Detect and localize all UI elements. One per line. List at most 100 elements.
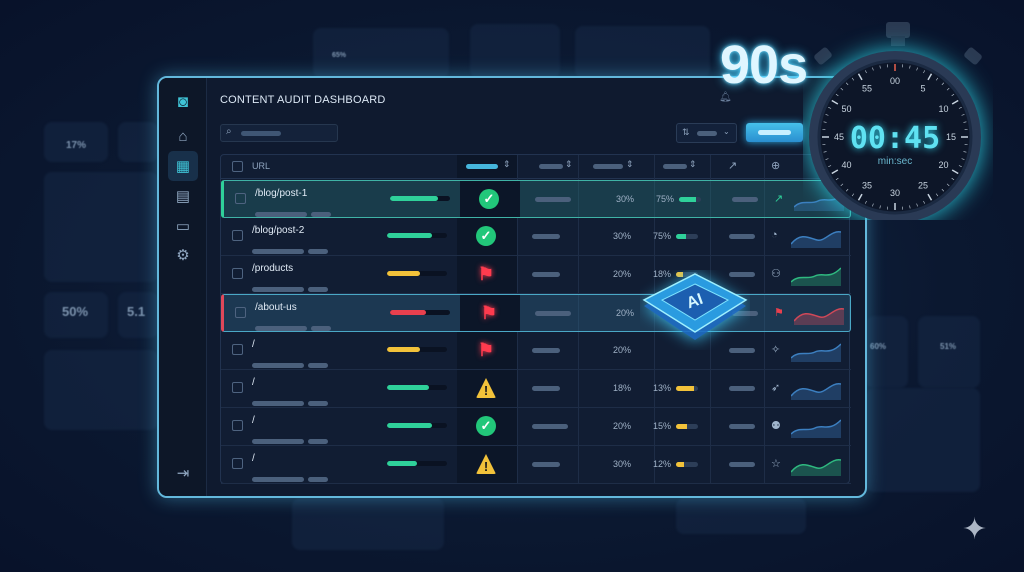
document-icon[interactable]: ▤	[175, 188, 191, 205]
score-bar	[387, 423, 447, 428]
metric-pill	[532, 424, 568, 429]
metric-bar	[676, 424, 698, 429]
search-input[interactable]: ⌕	[220, 124, 338, 142]
url-text[interactable]: /blog/post-1	[255, 188, 308, 199]
button-label	[758, 130, 791, 135]
gear-icon[interactable]: ⚙	[176, 247, 190, 264]
sort-icon[interactable]: ⇕	[689, 159, 697, 169]
metric-pill	[532, 272, 560, 277]
row-checkbox[interactable]	[232, 344, 243, 355]
page-title: CONTENT AUDIT DASHBOARD	[220, 94, 386, 106]
dial-tick	[840, 183, 844, 187]
row-checkbox[interactable]	[232, 268, 243, 279]
column-header-status[interactable]	[466, 164, 498, 169]
sparkline	[794, 308, 844, 325]
dial-tick	[963, 121, 967, 123]
dial-tick	[961, 158, 965, 160]
sort-icon[interactable]: ⇕	[565, 159, 573, 169]
chevron-down-icon: ⌄	[723, 127, 730, 136]
bg-stat-card-2	[118, 292, 158, 338]
dial-tick	[865, 200, 867, 204]
bg-right-gauge-card-2	[918, 316, 980, 388]
sort-icon: ⇅	[682, 127, 690, 137]
globe-search-icon[interactable]: ⊕	[771, 160, 781, 172]
url-text[interactable]: /	[252, 453, 255, 464]
column-divider	[578, 155, 579, 483]
sort-icon[interactable]: ⇕	[503, 159, 511, 169]
row-checkbox[interactable]	[232, 420, 243, 431]
url-text[interactable]: /	[252, 415, 255, 426]
timer-headline: 90s	[720, 35, 808, 95]
row-checkbox[interactable]	[232, 458, 243, 469]
dial-tick	[835, 93, 839, 97]
table-row[interactable]: / ! 18% 13% ➶	[221, 370, 851, 408]
dial-number: 10	[938, 104, 948, 114]
metric-pill	[532, 462, 560, 467]
dial-number: 35	[862, 180, 872, 190]
dial-tick	[879, 205, 881, 209]
url-text[interactable]: /blog/post-2	[252, 225, 305, 236]
card-icon[interactable]: ▭	[175, 218, 191, 235]
dial-number: 30	[890, 188, 900, 198]
audit-table: URL ⇕ ⇕ ⇕ ⇕ ↗ ⊕ /blog/post-1 ✓ 30% 75% ↗…	[220, 154, 851, 484]
dial-tick	[927, 193, 933, 201]
ai-chip-illustration: AI	[642, 273, 748, 340]
primary-action-button[interactable]	[746, 123, 803, 142]
sort-label	[697, 131, 717, 136]
home-icon[interactable]: ⌂	[178, 127, 188, 145]
sort-dropdown[interactable]: ⇅ ⌄	[676, 123, 737, 143]
table-row[interactable]: /blog/post-2 ✓ 30% 75% ◔	[221, 218, 851, 256]
table-row[interactable]: / ! 30% 12% ☆	[221, 446, 851, 484]
grid-icon[interactable]: ▦	[168, 151, 198, 181]
metric-pill-2	[732, 311, 758, 316]
table-row[interactable]: /products ⚑ 20% 18% ⚇	[221, 256, 851, 294]
timer-display: 00:45	[850, 121, 940, 156]
dial-tick	[845, 82, 849, 86]
select-all-checkbox[interactable]	[232, 161, 243, 172]
table-row[interactable]: / ⚑ 20% ✧	[221, 332, 851, 370]
column-header-url[interactable]: URL	[252, 161, 271, 171]
row-checkbox[interactable]	[235, 193, 246, 204]
dial-tick	[951, 99, 959, 105]
bg-stat-value-2: 5.1	[127, 304, 146, 319]
status-check-icon: ✓	[479, 189, 499, 209]
url-text[interactable]: /products	[252, 263, 294, 274]
url-text[interactable]: /	[252, 377, 255, 388]
url-meta	[255, 318, 332, 336]
notification-bell-icon[interactable]: 🔔︎	[719, 92, 732, 103]
bg-gauge-card-2	[118, 122, 158, 162]
dial-number: 50	[841, 104, 851, 114]
sparkline	[791, 343, 841, 362]
metric-percent-2: 13%	[653, 383, 672, 393]
dial-tick	[872, 67, 874, 71]
url-text[interactable]: /	[252, 339, 255, 350]
logo-icon[interactable]: ◙	[177, 92, 189, 111]
dial-tick	[857, 193, 863, 201]
puzzle-icon: ✧	[771, 344, 781, 356]
dial-tick	[828, 165, 832, 167]
column-header-3[interactable]	[539, 164, 563, 169]
row-checkbox[interactable]	[235, 307, 246, 318]
dial-tick	[946, 183, 950, 187]
link-icon[interactable]: ↗	[728, 160, 738, 172]
dial-tick	[935, 193, 939, 197]
stopwatch: 00 5 10 15 20 25 30 35 40 45 50 55 00:45 min:sec	[809, 22, 982, 220]
dial-tick	[951, 177, 955, 181]
bg-stat-value: 50%	[62, 304, 89, 319]
logout-icon[interactable]: ⇥	[176, 465, 190, 482]
sparkline	[794, 192, 844, 211]
row-checkbox[interactable]	[232, 230, 243, 241]
table-row[interactable]: /blog/post-1 ✓ 30% 75% ↗	[221, 180, 851, 218]
dial-tick	[857, 73, 863, 81]
status-flag-icon: ⚑	[477, 339, 495, 360]
row-checkbox[interactable]	[232, 382, 243, 393]
column-header-5[interactable]	[663, 164, 687, 169]
metric-pill-2	[729, 272, 755, 277]
dial-tick	[951, 169, 959, 175]
url-text[interactable]: /about-us	[255, 302, 297, 313]
metric-pill-2	[729, 424, 755, 429]
table-row[interactable]: / ✓ 20% 15% ⚉	[221, 408, 851, 446]
sort-icon[interactable]: ⇕	[626, 159, 634, 169]
table-row[interactable]: /about-us ⚑ 20% ⚑	[221, 294, 851, 332]
column-header-4[interactable]	[593, 164, 623, 169]
